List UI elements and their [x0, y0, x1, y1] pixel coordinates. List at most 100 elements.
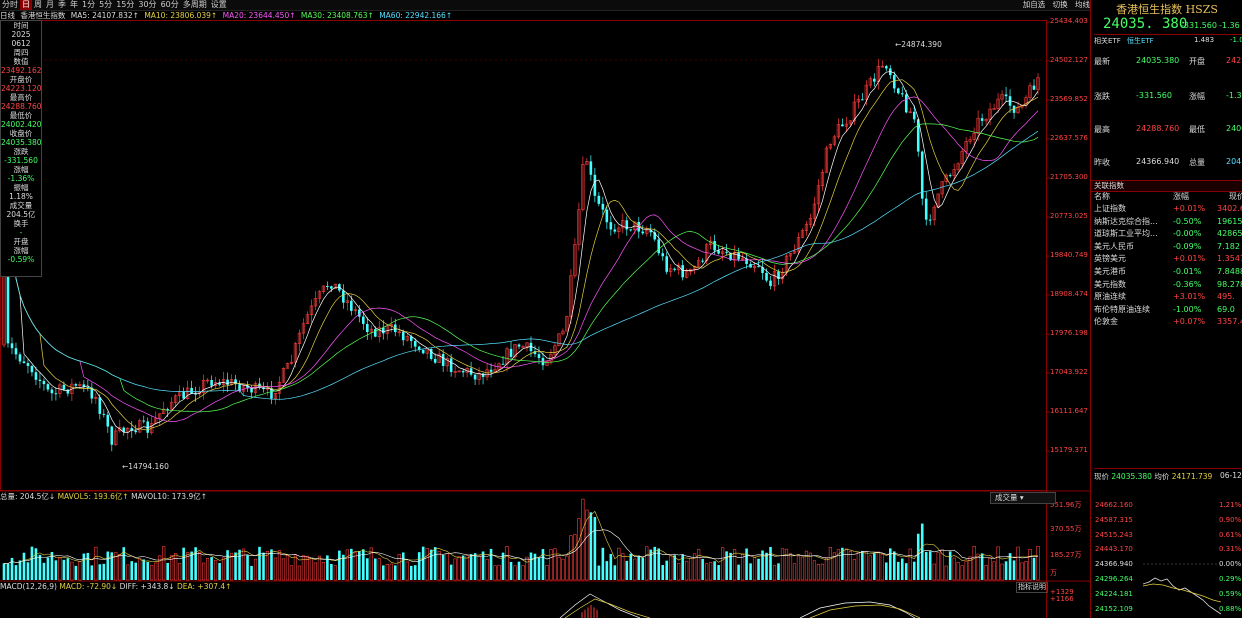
candle-body-down — [210, 380, 213, 386]
period-15min[interactable]: 15分 — [116, 0, 135, 9]
macd-tick: +1166 — [1050, 595, 1074, 603]
volume-tick: 551.96万 — [1050, 501, 1082, 509]
volume-bar — [1016, 546, 1020, 581]
volume-bar — [350, 548, 353, 580]
volume-bar — [585, 509, 589, 581]
candle-body-down — [409, 336, 413, 341]
period-quarter[interactable]: 季 — [58, 0, 66, 9]
candle-body-down — [461, 370, 465, 373]
candle-body-up — [405, 336, 409, 341]
volume-bar — [904, 563, 908, 580]
price-tick: 17976.198 — [1050, 329, 1088, 337]
price-tick: 20773.025 — [1050, 212, 1088, 220]
related-index-row[interactable]: 美元港币 -0.01% 7.8488 — [1093, 266, 1242, 278]
volume-bar — [876, 551, 880, 581]
candle-body-down — [729, 252, 732, 261]
info-value: 204.5亿 — [6, 210, 36, 219]
related-index-row[interactable]: 道琼斯工业平均... -0.00% 42865.77 — [1093, 228, 1242, 240]
related-index-row[interactable]: 原油连续 +3.01% 495. — [1093, 291, 1242, 303]
volume-bar — [657, 548, 661, 580]
candlestick-chart-area[interactable] — [0, 0, 1090, 618]
period-month[interactable]: 月 — [46, 0, 54, 9]
candle-body-down — [920, 151, 924, 199]
volume-bar — [213, 560, 218, 581]
volume-bar — [820, 563, 825, 581]
volume-bar — [956, 562, 960, 581]
related-index-row[interactable]: 美元人民币 -0.09% 7.182 — [1093, 241, 1242, 253]
info-value: 24223.120 — [1, 84, 42, 93]
volume-bar — [453, 558, 457, 581]
volume-bar — [928, 551, 932, 580]
related-index-row[interactable]: 英镑美元 +0.01% 1.3547 — [1093, 253, 1242, 265]
period-60min[interactable]: 60分 — [160, 0, 179, 9]
related-index-row[interactable]: 布伦特原油连续 -1.00% 69.0 — [1093, 304, 1242, 316]
ma-button[interactable]: 均线 — [1075, 0, 1090, 9]
volume-bar — [6, 563, 10, 580]
volume-bar — [18, 560, 22, 580]
related-index-row[interactable]: 美元指数 -0.36% 98.278 — [1093, 279, 1242, 291]
diff-value: DIFF: +343.8↓ — [119, 582, 175, 591]
volume-bar — [501, 552, 505, 580]
volume-bar — [170, 555, 174, 581]
period-minute[interactable]: 分时 — [2, 0, 18, 9]
intraday-mini-chart[interactable] — [1143, 496, 1221, 618]
period-week[interactable]: 周 — [34, 0, 42, 9]
period-year[interactable]: 年 — [70, 0, 78, 9]
volume-bar — [936, 552, 940, 581]
period-settings[interactable]: 设置 — [210, 0, 227, 9]
candle-body-up — [293, 343, 298, 363]
candle-body-up — [565, 316, 569, 332]
volume-header: 总量: 204.5亿↓ MAVOL5: 193.6亿↑ MAVOL10: 173… — [0, 492, 1045, 501]
candle-body-up — [984, 119, 988, 122]
mini-price-tick: 24587.315 — [1095, 515, 1133, 524]
candle-body-down — [102, 413, 106, 415]
related-change: -0.09% — [1173, 241, 1202, 251]
candle-body-up — [305, 314, 310, 324]
indicator-help-button[interactable]: 指标说明 — [1016, 582, 1048, 593]
candle-body-up — [960, 151, 964, 165]
volume-bar — [206, 557, 210, 581]
volume-indicator-dropdown[interactable]: 成交量 ▾ — [990, 492, 1056, 504]
related-change: -0.01% — [1173, 267, 1202, 276]
etf-row[interactable]: 相关ETF 恒生ETF 1.483 -1.0 — [1094, 34, 1242, 46]
volume-bar — [62, 559, 66, 580]
candle-body-down — [980, 118, 984, 121]
volume-bar — [960, 565, 964, 581]
related-price: 7.182 — [1217, 241, 1240, 251]
candle-body-down — [765, 272, 768, 281]
switch-button[interactable]: 切换 — [1052, 0, 1068, 9]
add-favorite-button[interactable]: 加自选 — [1022, 0, 1046, 9]
candle-body-down — [449, 358, 453, 372]
stat-label: 涨跌 — [1094, 92, 1110, 101]
candle-body-down — [46, 384, 50, 390]
candle-body-down — [509, 348, 513, 357]
candle-body-up — [397, 331, 401, 334]
related-index-row[interactable]: 伦敦金 +0.07% 3357.400 — [1093, 316, 1242, 328]
volume-bar — [625, 560, 629, 580]
volume-bar — [485, 558, 489, 581]
volume-bar — [561, 558, 565, 581]
candle-body-down — [38, 379, 42, 381]
candle-body-up — [844, 123, 848, 127]
period-30min[interactable]: 30分 — [138, 0, 157, 9]
related-index-row[interactable]: 纳斯达克综合指... -0.50% 19615.88 — [1093, 216, 1242, 228]
related-index-row[interactable]: 上证指数 +0.01% 3402.6 — [1093, 203, 1242, 215]
period-day[interactable]: 日 — [20, 0, 32, 10]
volume-bar — [194, 547, 197, 580]
candle-body-down — [90, 387, 94, 399]
stat-row: 最高 24288.760 最低 24002. — [1094, 124, 1242, 135]
mini-price-tick: 24366.940 — [1095, 560, 1133, 569]
period-multi[interactable]: 多周期 — [182, 0, 207, 9]
candle-body-down — [74, 384, 78, 386]
volume-bar — [1000, 563, 1004, 581]
period-1min[interactable]: 1分 — [82, 0, 96, 9]
volume-bar — [158, 555, 162, 581]
ma20-line — [3, 67, 1039, 422]
volume-bar — [154, 562, 158, 581]
candle-body-down — [226, 379, 229, 385]
candle-body-down — [769, 280, 772, 287]
period-5min[interactable]: 5分 — [99, 0, 113, 9]
volume-bar — [577, 518, 581, 581]
volume-bar — [321, 561, 325, 581]
volume-bar — [972, 545, 976, 581]
